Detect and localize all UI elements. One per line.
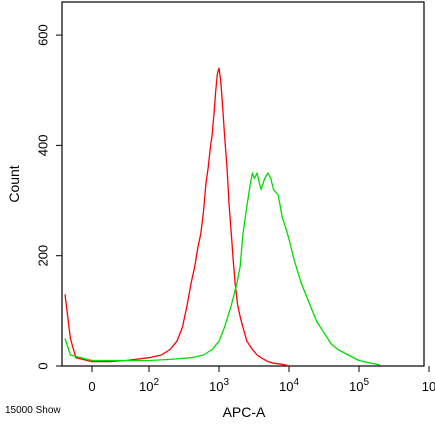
plot-frame bbox=[61, 1, 425, 367]
x-axis-title: APC-A bbox=[223, 404, 266, 420]
y-axis-title: Count bbox=[6, 165, 22, 202]
y-tick-label: 200 bbox=[35, 245, 50, 267]
x-tick-base: 10 bbox=[279, 379, 293, 394]
x-axis-ticks: 0 102 103 104 105 10 bbox=[88, 366, 435, 394]
x-tick-exponent: 5 bbox=[363, 377, 369, 388]
x-tick-label: 10 bbox=[422, 379, 435, 394]
y-tick-label: 600 bbox=[35, 24, 50, 46]
histogram-series bbox=[64, 67, 381, 367]
x-tick-label: 105 bbox=[349, 377, 369, 394]
x-tick-base: 10 bbox=[422, 379, 435, 394]
x-tick-base: 0 bbox=[88, 379, 95, 394]
x-tick-base: 10 bbox=[139, 379, 153, 394]
histogram-series-1 bbox=[64, 67, 290, 367]
y-tick-label: 400 bbox=[35, 135, 50, 157]
x-tick-label: 0 bbox=[88, 379, 95, 394]
x-tick-label: 104 bbox=[279, 377, 299, 394]
x-tick-base: 10 bbox=[349, 379, 363, 394]
histogram-series-2 bbox=[64, 172, 381, 366]
x-tick-exponent: 4 bbox=[293, 377, 299, 388]
x-tick-exponent: 3 bbox=[223, 377, 229, 388]
x-tick-exponent: 2 bbox=[153, 377, 159, 388]
x-tick-base: 10 bbox=[209, 379, 223, 394]
y-axis-ticks: 0 200 400 600 bbox=[35, 24, 62, 370]
footer-status-text: 15000 Show bbox=[5, 405, 61, 416]
y-tick-label: 0 bbox=[35, 362, 50, 369]
x-tick-label: 102 bbox=[139, 377, 159, 394]
x-tick-label: 103 bbox=[209, 377, 229, 394]
